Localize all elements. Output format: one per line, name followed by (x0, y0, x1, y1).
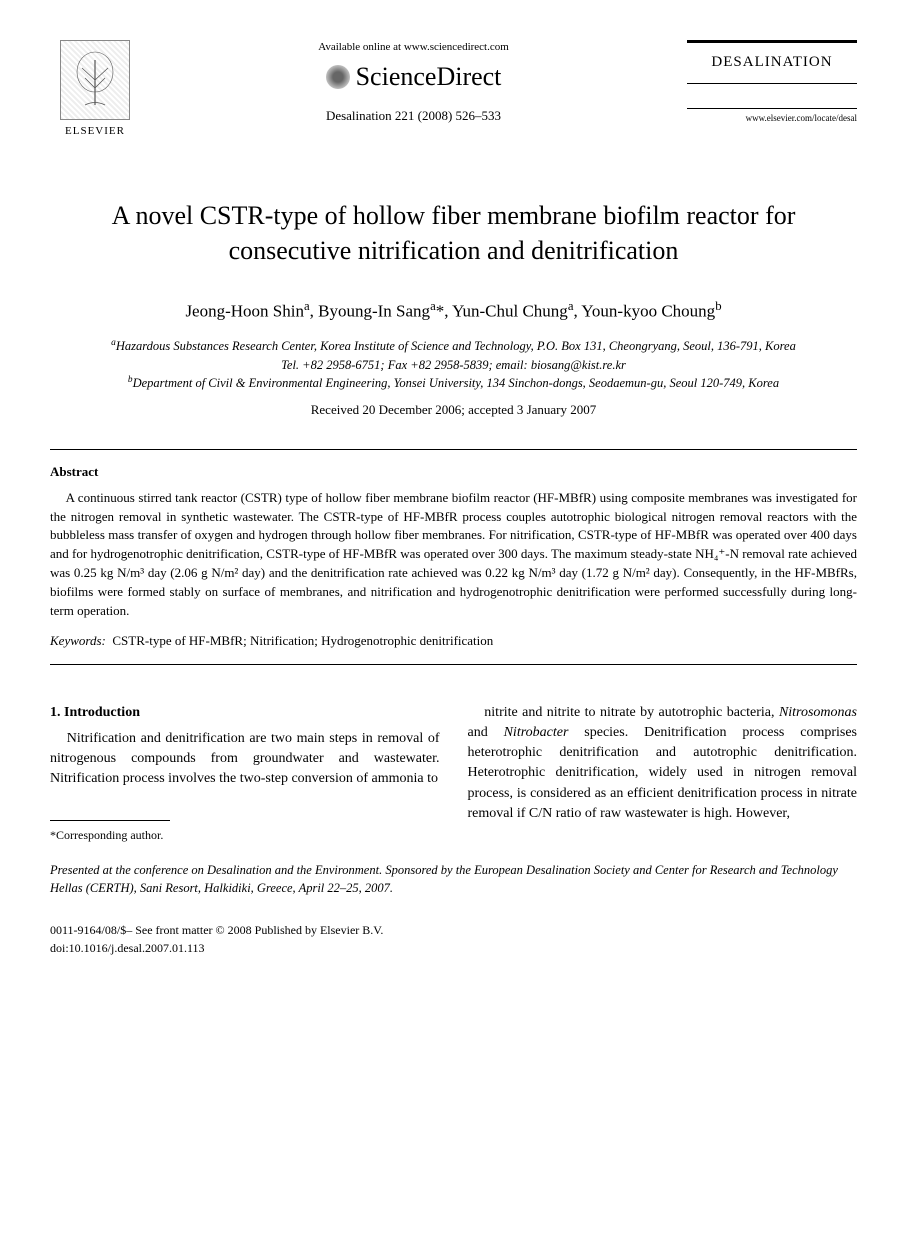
publisher-label: ELSEVIER (65, 124, 125, 138)
footnote-rule (50, 820, 170, 821)
intro-paragraph-right: nitrite and nitrite to nitrate by autotr… (468, 703, 858, 825)
doi-line: doi:10.1016/j.desal.2007.01.113 (50, 941, 205, 955)
journal-box: DESALINATION www.elsevier.com/locate/des… (687, 40, 857, 124)
publisher-block: ELSEVIER (50, 40, 140, 138)
article-title: A novel CSTR-type of hollow fiber membra… (50, 198, 857, 268)
sciencedirect-logo: ScienceDirect (160, 60, 667, 94)
intro-paragraph-left: Nitrification and denitrification are tw… (50, 729, 440, 790)
column-right: nitrite and nitrite to nitrate by autotr… (468, 703, 858, 845)
conference-note: Presented at the conference on Desalinat… (50, 862, 857, 897)
corresponding-author-footnote: *Corresponding author. (50, 827, 440, 844)
divider-rule (50, 664, 857, 665)
front-matter-line: 0011-9164/08/$– See front matter © 2008 … (50, 921, 857, 957)
received-dates: Received 20 December 2006; accepted 3 Ja… (50, 402, 857, 419)
body-columns: 1. Introduction Nitrification and denitr… (50, 703, 857, 845)
journal-name: DESALINATION (687, 40, 857, 84)
keywords-text: CSTR-type of HF-MBfR; Nitrification; Hyd… (112, 633, 493, 648)
affiliation-b: Department of Civil & Environmental Engi… (133, 376, 779, 390)
authors-line: Jeong-Hoon Shina, Byoung-In Sanga*, Yun-… (50, 298, 857, 323)
divider-rule (50, 449, 857, 450)
abstract-body: A continuous stirred tank reactor (CSTR)… (50, 489, 857, 621)
keywords-line: Keywords: CSTR-type of HF-MBfR; Nitrific… (50, 633, 857, 650)
sciencedirect-orb-icon (326, 65, 350, 89)
affiliation-a: Hazardous Substances Research Center, Ko… (116, 339, 796, 353)
journal-header: ELSEVIER Available online at www.science… (50, 40, 857, 138)
abstract-heading: Abstract (50, 464, 857, 481)
tree-icon (70, 50, 120, 110)
journal-url: www.elsevier.com/locate/desal (687, 113, 857, 125)
available-online-text: Available online at www.sciencedirect.co… (160, 40, 667, 54)
section-heading-intro: 1. Introduction (50, 703, 440, 723)
affiliations: aHazardous Substances Research Center, K… (50, 337, 857, 392)
elsevier-tree-icon (60, 40, 130, 120)
affiliation-contact: Tel. +82 2958-6751; Fax +82 2958-5839; e… (281, 358, 626, 372)
column-left: 1. Introduction Nitrification and denitr… (50, 703, 440, 845)
citation-line: Desalination 221 (2008) 526–533 (160, 108, 667, 125)
keywords-label: Keywords: (50, 633, 106, 648)
issn-copyright: 0011-9164/08/$– See front matter © 2008 … (50, 923, 383, 937)
sciencedirect-text: ScienceDirect (356, 60, 502, 94)
center-header: Available online at www.sciencedirect.co… (140, 40, 687, 125)
journal-rule (687, 108, 857, 109)
